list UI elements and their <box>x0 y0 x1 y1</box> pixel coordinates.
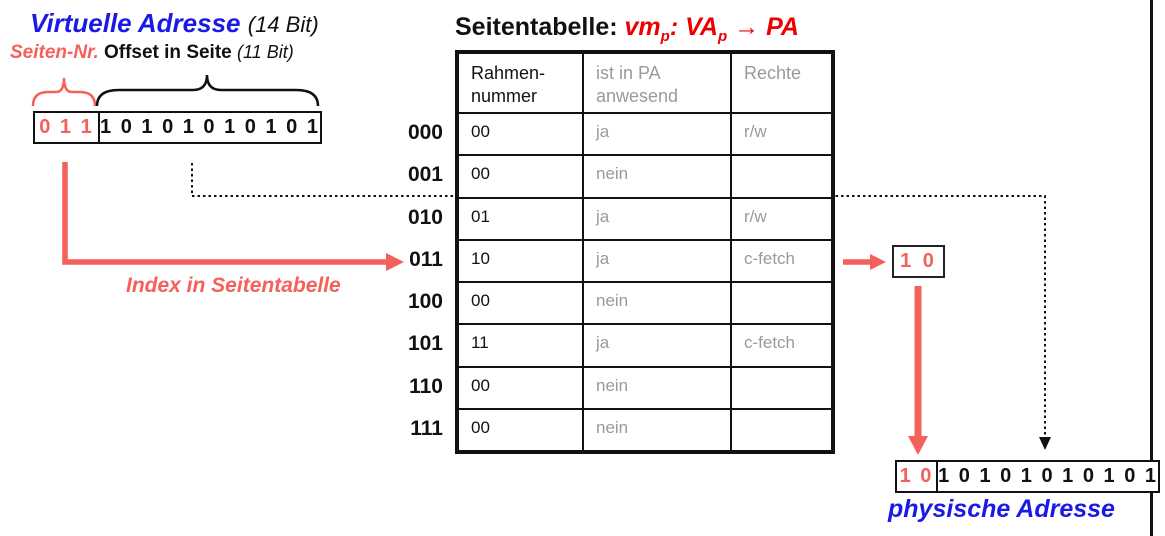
cell-rights: c-fetch <box>730 238 831 281</box>
page-table-row-indices: 000 001 010 011 100 101 110 111 <box>360 112 443 450</box>
cell-frame: 00 <box>459 281 582 323</box>
page-table-mapping: vmp: VAp → PA <box>624 13 799 45</box>
row-index: 101 <box>407 332 443 356</box>
header-frame-number: Rahmen- nummer <box>471 63 546 106</box>
row-index: 000 <box>407 121 443 145</box>
cell-rights <box>730 281 831 324</box>
virtual-address-bit-count: (14 Bit) <box>247 12 319 37</box>
virtual-address-bits: 0 1 1 1 0 1 0 1 0 1 0 1 0 1 <box>33 111 322 144</box>
offset-bit-count: (11 Bit) <box>237 42 294 62</box>
offset-bits-brace-icon <box>95 74 320 107</box>
page-bits-brace-icon <box>31 77 97 107</box>
page-table-title-text: Seitentabelle: <box>455 13 618 41</box>
cell-present: nein <box>582 407 730 450</box>
mapping-domain-sub: p <box>717 28 728 45</box>
cell-frame: 00 <box>459 154 582 196</box>
mapping-colon: : <box>669 13 679 41</box>
row-index: 100 <box>407 290 443 314</box>
mapping-fn: vm <box>624 13 661 41</box>
cell-frame: 01 <box>459 196 582 239</box>
physical-address-frame-bits: 1 0 <box>899 465 934 487</box>
cell-rights <box>730 154 831 197</box>
header-present: ist in PA anwesend <box>582 54 730 112</box>
slide-right-border <box>1150 0 1153 536</box>
physical-address-offset-bits: 1 0 1 0 1 0 1 0 1 0 1 <box>936 462 1158 491</box>
index-arrow-label: Index in Seitentabelle <box>126 274 341 297</box>
row-index: 010 <box>407 205 443 229</box>
cell-frame: 00 <box>459 407 582 450</box>
offset-label: Offset in Seite <box>103 42 232 63</box>
row-index: 110 <box>409 374 443 398</box>
cell-present: ja <box>582 323 730 366</box>
virtual-address-title-text: Virtuelle Adresse <box>30 8 241 38</box>
frame-result-arrow-head <box>870 254 886 270</box>
cell-frame: 00 <box>459 112 582 154</box>
cell-rights <box>730 407 831 450</box>
row-index: 111 <box>410 416 443 440</box>
physical-address-bits: 1 0 1 0 1 0 1 0 1 0 1 0 1 <box>895 460 1160 493</box>
cell-present: ja <box>582 196 730 239</box>
frame-number-box: 1 0 <box>892 245 945 278</box>
mapping-arrow-glyph: → <box>734 13 760 41</box>
page-number-label: Seiten-Nr. <box>10 42 99 63</box>
cell-present: ja <box>582 112 730 155</box>
row-index: 011 <box>409 247 443 271</box>
cell-rights: c-fetch <box>730 323 831 366</box>
virtual-address-page-bits: 0 1 1 <box>39 116 94 138</box>
cell-frame: 11 <box>459 323 582 365</box>
virtual-address-offset-bits: 1 0 1 0 1 0 1 0 1 0 1 <box>98 113 320 142</box>
index-arrow <box>62 162 386 265</box>
frame-to-pa-arrow-head <box>908 436 928 455</box>
cell-rights: r/w <box>730 112 831 155</box>
cell-frame: 10 <box>459 238 582 281</box>
cell-present: nein <box>582 154 730 197</box>
physical-address-label: physische Adresse <box>888 495 1115 523</box>
page-table: Rahmen- nummer ist in PA anwesend Rechte… <box>455 50 835 454</box>
header-rights: Rechte <box>730 54 831 112</box>
mapping-range: PA <box>766 13 799 41</box>
virtual-address-field-labels: Seiten-Nr. Offset in Seite (11 Bit) <box>10 42 294 64</box>
mapping-fn-sub: p <box>660 28 670 45</box>
cell-present: nein <box>582 365 730 408</box>
virtual-address-title: Virtuelle Adresse (14 Bit) <box>30 8 319 39</box>
page-table-title: Seitentabelle: vmp: VAp → PA <box>455 13 799 45</box>
row-index: 001 <box>407 163 443 187</box>
cell-rights: r/w <box>730 196 831 239</box>
mapping-domain: VA <box>685 13 718 41</box>
cell-present: ja <box>582 238 730 281</box>
cell-rights <box>730 365 831 408</box>
cell-present: nein <box>582 281 730 324</box>
cell-frame: 00 <box>459 365 582 408</box>
